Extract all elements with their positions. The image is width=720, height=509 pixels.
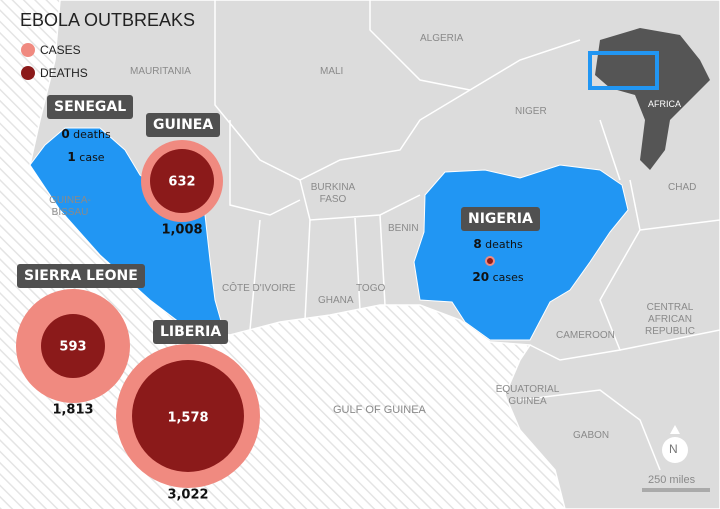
unit: case <box>79 151 105 164</box>
label-gulf-of-guinea: GULF OF GUINEA <box>333 404 426 416</box>
unit: deaths <box>73 128 111 141</box>
sierra-leone-deaths: 593 <box>59 339 87 355</box>
label-ghana: GHANA <box>318 295 354 306</box>
tag-nigeria: NIGERIA <box>461 207 540 231</box>
scale-bar <box>642 488 710 492</box>
label-mali: MALI <box>320 66 344 77</box>
guinea-cases: 1,008 <box>161 222 203 238</box>
inset-label: AFRICA <box>648 99 682 109</box>
compass-n: N <box>669 442 678 456</box>
label-burkina-faso: BURKINA FASO <box>310 182 356 205</box>
liberia-deaths-bubble <box>132 360 244 472</box>
guinea-deaths: 632 <box>168 174 196 190</box>
tag-senegal: SENEGAL <box>47 95 134 119</box>
liberia-cases: 3,022 <box>167 487 209 503</box>
nigeria-deaths: 8 deaths <box>473 237 522 251</box>
nigeria-cases: 20 cases <box>472 270 523 284</box>
label-car: CENTRAL AFRICAN REPUBLIC <box>644 302 695 337</box>
label-guinea-bissau: GUINEA-BISSAU <box>49 195 91 218</box>
label-togo: TOGO <box>356 283 386 294</box>
sierra-leone-cases: 1,813 <box>52 402 94 418</box>
senegal-cases: 1 case <box>67 150 104 164</box>
label-cote-divoire: CÔTE D'IVOIRE <box>222 283 296 294</box>
label-equatorial-guinea: EQUATORIAL GUINEA <box>495 384 560 407</box>
label-benin: BENIN <box>388 223 419 234</box>
nigeria-marker <box>485 256 495 266</box>
compass <box>662 437 688 463</box>
value: 0 <box>61 127 70 141</box>
unit: cases <box>492 271 524 284</box>
label-niger: NIGER <box>515 106 547 117</box>
sierra-leone-deaths-bubble <box>41 314 105 378</box>
guinea-deaths-bubble <box>150 149 214 213</box>
deaths-legend-swatch <box>21 66 35 80</box>
value: 1 <box>67 150 76 164</box>
cases-legend-swatch <box>21 43 35 57</box>
unit: deaths <box>485 238 523 251</box>
label-chad: CHAD <box>668 182 697 193</box>
legend-deaths: DEATHS <box>40 66 88 80</box>
value: 20 <box>472 270 490 284</box>
borders <box>214 0 720 471</box>
scale-label: 250 miles <box>648 474 696 486</box>
tag-liberia: LIBERIA <box>153 320 229 344</box>
tag-sierra-leone: SIERRA LEONE <box>17 264 145 288</box>
map-title: EBOLA OUTBREAKS <box>20 10 196 30</box>
label-algeria: ALGERIA <box>420 33 464 44</box>
legend-cases: CASES <box>40 43 81 57</box>
africa-inset <box>588 28 710 170</box>
senegal-deaths: 0 deaths <box>61 127 110 141</box>
label-mauritania: MAURITANIA <box>130 66 191 77</box>
label-gabon: GABON <box>573 430 610 441</box>
west-africa-affected <box>29 127 226 339</box>
label-cameroon: CAMEROON <box>556 330 615 341</box>
liberia-deaths: 1,578 <box>167 410 209 426</box>
tag-guinea: GUINEA <box>146 113 221 137</box>
value: 8 <box>473 237 482 251</box>
